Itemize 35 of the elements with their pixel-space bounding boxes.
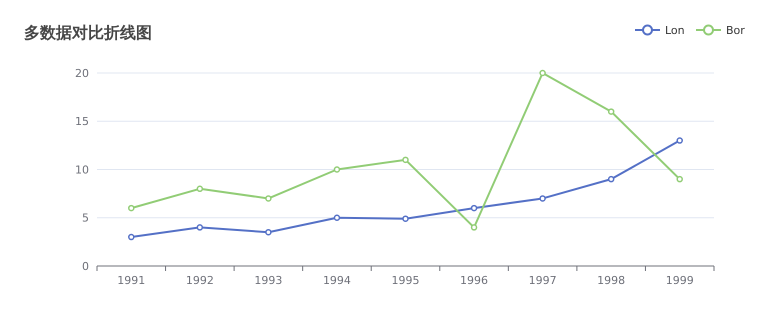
point: [196, 186, 204, 192]
y-tick-label: 5: [82, 212, 89, 225]
point: [402, 215, 409, 222]
x-tick-label: 1994: [322, 274, 351, 287]
point: [470, 204, 478, 212]
x-tick-label: 1997: [528, 274, 557, 287]
x-tick-label: 1998: [597, 274, 626, 287]
point: [676, 137, 683, 144]
point: [128, 234, 135, 240]
x-tick-label: 1992: [186, 274, 214, 287]
y-tick-label: 10: [75, 163, 89, 176]
x-tick-label: 1999: [666, 274, 694, 287]
legend-label: Lon: [665, 24, 685, 37]
point: [470, 224, 478, 231]
point: [402, 156, 409, 164]
y-tick-label: 20: [75, 66, 89, 80]
point: [334, 214, 340, 221]
point: [265, 195, 272, 202]
legend-label: Bor: [726, 24, 746, 37]
chart-title: 多数据对比折线图: [24, 23, 152, 42]
y-tick-label: 0: [82, 260, 89, 273]
point: [608, 176, 614, 182]
point: [539, 195, 546, 202]
point: [676, 176, 683, 182]
point: [196, 224, 204, 231]
point: [265, 228, 272, 236]
point: [539, 70, 546, 76]
x-tick-label: 1996: [460, 274, 488, 287]
x-tick-label: 1995: [392, 274, 420, 287]
x-tick-label: 1991: [117, 274, 146, 287]
point: [334, 166, 340, 173]
y-tick-label: 15: [75, 115, 89, 128]
point: [608, 108, 614, 115]
x-tick-label: 1993: [254, 274, 282, 287]
point: [128, 204, 135, 212]
